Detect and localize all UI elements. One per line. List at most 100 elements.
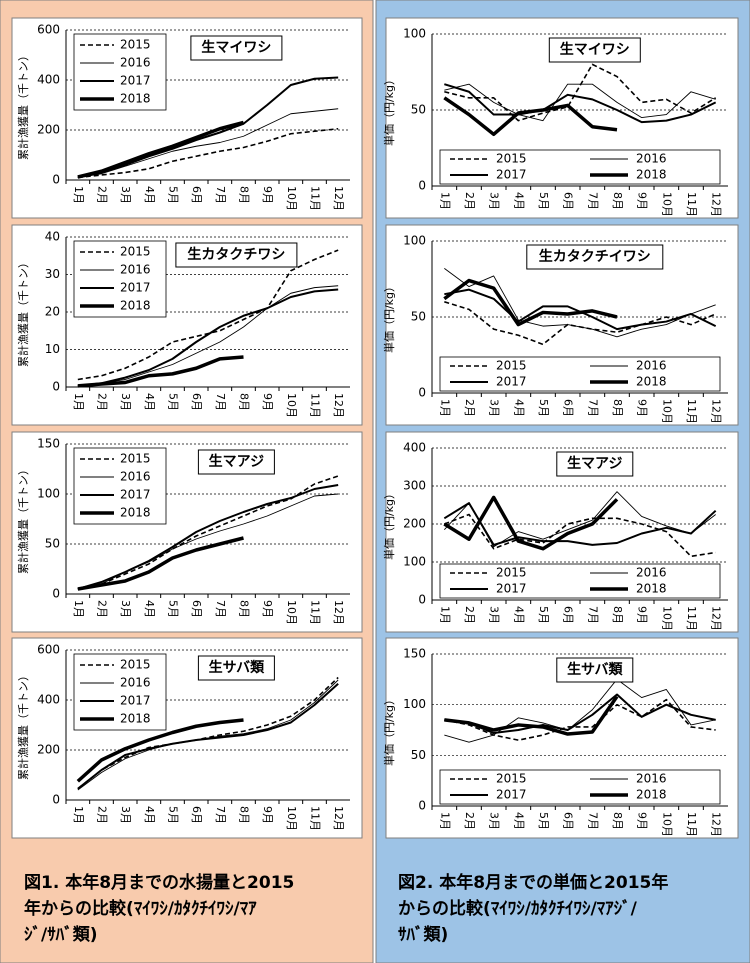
y-tick-label: 400 (403, 441, 426, 455)
x-tick-label: 12月 (332, 600, 345, 625)
series-line (444, 693, 716, 735)
legend-label: 2018 (120, 506, 151, 520)
x-tick-label: 10月 (660, 399, 673, 424)
y-axis-label: 累計漁獲量（千トン） (16, 464, 30, 574)
x-tick-label: 3月 (488, 399, 501, 417)
series-line (443, 96, 618, 137)
title-box (190, 35, 283, 61)
x-tick-label: 5月 (167, 186, 180, 204)
series-line (444, 695, 619, 736)
x-tick-label: 8月 (611, 192, 624, 210)
x-tick-label: 2月 (463, 812, 476, 830)
title-box (197, 655, 275, 681)
x-tick-label: 3月 (119, 393, 132, 411)
legend-label: 2015 (120, 38, 151, 52)
y-tick-label: 40 (45, 230, 60, 244)
x-tick-label: 9月 (261, 393, 274, 411)
legend-label: 2016 (120, 56, 151, 70)
title-box (197, 449, 275, 475)
y-tick-label: 150 (403, 647, 426, 661)
legend-label: 2016 (636, 566, 667, 580)
x-tick-label: 7月 (214, 806, 227, 824)
x-tick-label: 2月 (463, 192, 476, 210)
x-tick-label: 5月 (537, 812, 550, 830)
x-tick-label: 2月 (96, 600, 109, 618)
x-tick-label: 8月 (611, 606, 624, 624)
x-tick-label: 2月 (96, 806, 109, 824)
x-tick-label: 1月 (72, 600, 85, 618)
y-tick-label: 0 (52, 173, 60, 187)
x-tick-label: 1月 (438, 606, 451, 624)
y-tick-label: 400 (37, 693, 60, 707)
series-line (443, 278, 618, 327)
legend-label: 2015 (120, 658, 151, 672)
x-tick-label: 12月 (710, 606, 723, 631)
y-axis-label: 単価（円/kg） (382, 281, 396, 353)
legend-box (439, 769, 721, 805)
y-tick-label: 100 (403, 697, 426, 711)
chart-title: 生サバ類 (209, 659, 265, 676)
x-tick-label: 8月 (611, 399, 624, 417)
y-tick-label: 200 (403, 517, 426, 531)
x-tick-label: 5月 (167, 806, 180, 824)
y-axis-label: 累計漁獲量（千トン） (16, 670, 30, 780)
chart-box (11, 431, 363, 633)
x-tick-label: 6月 (562, 812, 575, 830)
x-tick-label: 6月 (562, 606, 575, 624)
x-tick-label: 8月 (238, 393, 251, 411)
series-line (77, 683, 339, 790)
x-tick-label: 8月 (238, 806, 251, 824)
legend-label: 2018 (120, 712, 151, 726)
legend-label: 2015 (496, 152, 527, 166)
x-tick-label: 11月 (685, 192, 698, 217)
x-tick-label: 9月 (261, 806, 274, 824)
series-line (444, 698, 716, 741)
legend-label: 2017 (120, 488, 151, 502)
y-tick-label: 0 (52, 587, 60, 601)
x-tick-label: 4月 (143, 186, 156, 204)
series-line (76, 718, 244, 783)
chart-title: 生カタクチイワシ (539, 248, 651, 265)
x-tick-label: 6月 (562, 399, 575, 417)
x-tick-label: 11月 (309, 600, 322, 625)
x-tick-label: 10月 (285, 600, 298, 625)
x-tick-label: 11月 (685, 812, 698, 837)
y-tick-label: 100 (403, 234, 426, 248)
y-tick-label: 0 (418, 179, 426, 193)
y-axis-label: 単価（円/kg） (382, 488, 396, 560)
y-tick-label: 100 (403, 27, 426, 41)
x-tick-label: 9月 (636, 606, 649, 624)
y-tick-label: 100 (37, 487, 60, 501)
y-tick-label: 400 (37, 73, 60, 87)
series-line (444, 63, 717, 122)
y-tick-label: 200 (37, 123, 60, 137)
x-tick-label: 3月 (119, 600, 132, 618)
x-tick-label: 11月 (309, 393, 322, 418)
x-tick-label: 4月 (143, 806, 156, 824)
x-tick-label: 5月 (537, 192, 550, 210)
x-tick-label: 1月 (438, 192, 451, 210)
legend-label: 2017 (496, 788, 527, 802)
x-tick-label: 4月 (512, 812, 525, 830)
y-tick-label: 50 (411, 103, 426, 117)
x-tick-label: 12月 (332, 393, 345, 418)
legend-label: 2018 (120, 92, 151, 106)
x-tick-label: 2月 (96, 393, 109, 411)
y-tick-label: 600 (37, 23, 60, 37)
legend-label: 2017 (120, 694, 151, 708)
x-tick-label: 5月 (167, 393, 180, 411)
series-line (444, 267, 716, 338)
x-tick-label: 2月 (463, 399, 476, 417)
x-tick-label: 6月 (190, 600, 203, 618)
caption: からの比較(ﾏｲﾜｼ/ｶﾀｸﾁｲﾜｼ/ﾏｱｼﾞ/ (398, 898, 638, 919)
x-tick-label: 4月 (512, 192, 525, 210)
x-tick-label: 11月 (309, 186, 322, 211)
x-tick-label: 4月 (512, 399, 525, 417)
legend-box (439, 563, 721, 599)
x-tick-label: 12月 (332, 806, 345, 831)
series-line (77, 285, 339, 387)
title-box (556, 657, 634, 683)
legend-label: 2015 (120, 452, 151, 466)
y-tick-label: 0 (52, 793, 60, 807)
legend-label: 2018 (120, 299, 151, 313)
